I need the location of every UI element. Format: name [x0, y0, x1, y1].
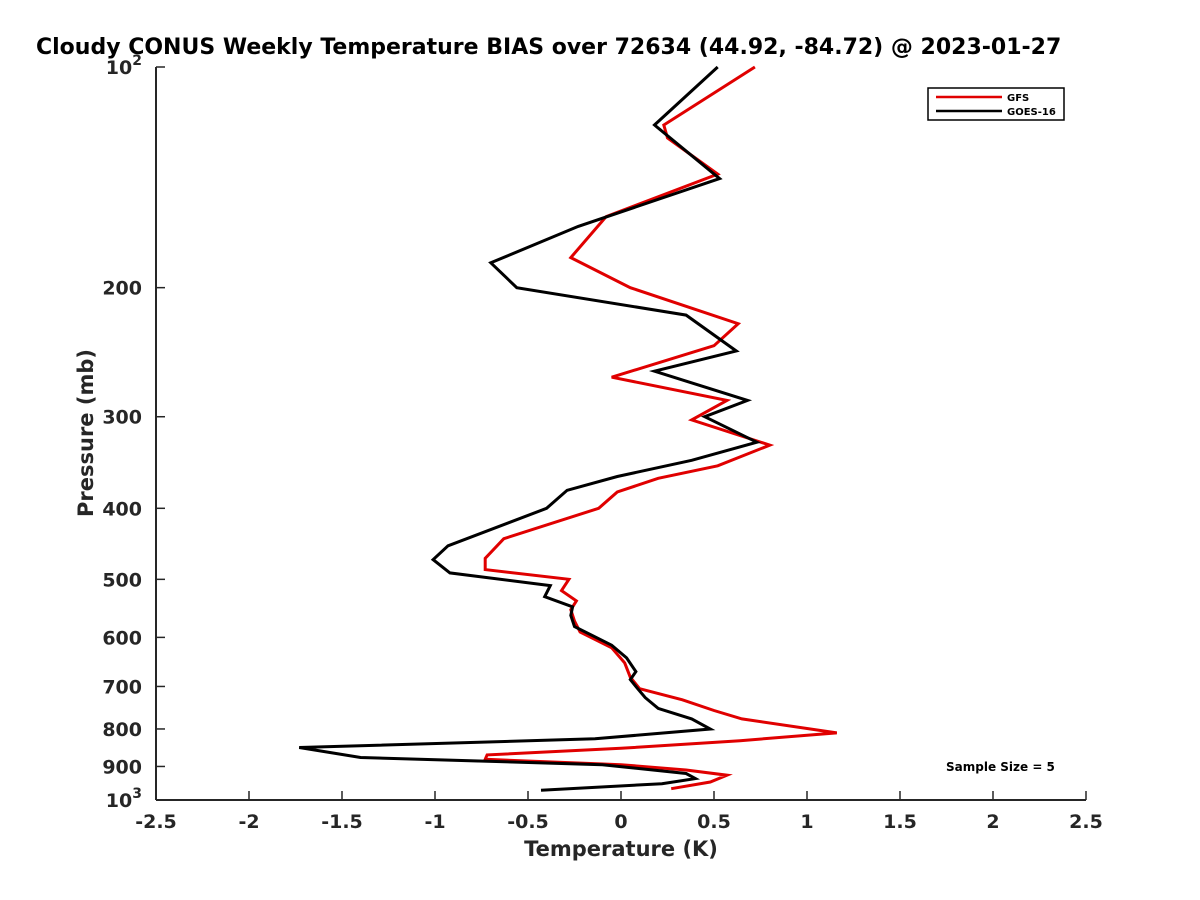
- plot-area: [156, 67, 1086, 800]
- x-tick-label: -1: [424, 811, 445, 833]
- x-tick-label: 0: [614, 811, 627, 833]
- x-tick-label: -1.5: [321, 811, 363, 833]
- series-line-gfs: [482, 65, 838, 791]
- y-tick-label: 500: [102, 569, 142, 591]
- y-tick-label: 200: [102, 278, 142, 300]
- x-ticks: -2.5 -2 -1.5 -1 -0.5 0 0.5 1 1.5 2 2.5: [135, 791, 1103, 833]
- x-tick-label: 1: [800, 811, 813, 833]
- x-tick-label: -0.5: [507, 811, 549, 833]
- y-tick-label: 600: [102, 627, 142, 649]
- y-ticks: 102 200 300 400 500 600 700 800 900 103: [102, 53, 165, 812]
- y-tick-label: 400: [102, 498, 142, 520]
- x-tick-label: 2.5: [1069, 811, 1103, 833]
- series-line-goes-16: [298, 65, 762, 792]
- legend-box: [927, 87, 1065, 121]
- y-tick-label: 900: [102, 756, 142, 778]
- y-tick-label: 700: [102, 676, 142, 698]
- legend: GFS GOES-16: [927, 87, 1065, 121]
- y-tick-label: 103: [106, 786, 142, 812]
- y-tick-label: 800: [102, 719, 142, 741]
- x-tick-label: 0.5: [697, 811, 731, 833]
- x-tick-label: 2: [986, 811, 999, 833]
- legend-label-goes16: GOES-16: [1007, 107, 1056, 118]
- legend-label-gfs: GFS: [1007, 93, 1029, 104]
- series-layer: [298, 65, 838, 792]
- y-axis-label: Pressure (mb): [74, 349, 98, 517]
- chart-title: Cloudy CONUS Weekly Temperature BIAS ove…: [36, 35, 1061, 60]
- x-tick-label: 1.5: [883, 811, 917, 833]
- y-tick-label: 300: [102, 407, 142, 429]
- y-tick-label: 102: [106, 53, 142, 79]
- x-tick-label: -2: [238, 811, 259, 833]
- x-axis-label: Temperature (K): [524, 837, 718, 861]
- sample-size-note: Sample Size = 5: [946, 760, 1055, 774]
- x-tick-label: -2.5: [135, 811, 177, 833]
